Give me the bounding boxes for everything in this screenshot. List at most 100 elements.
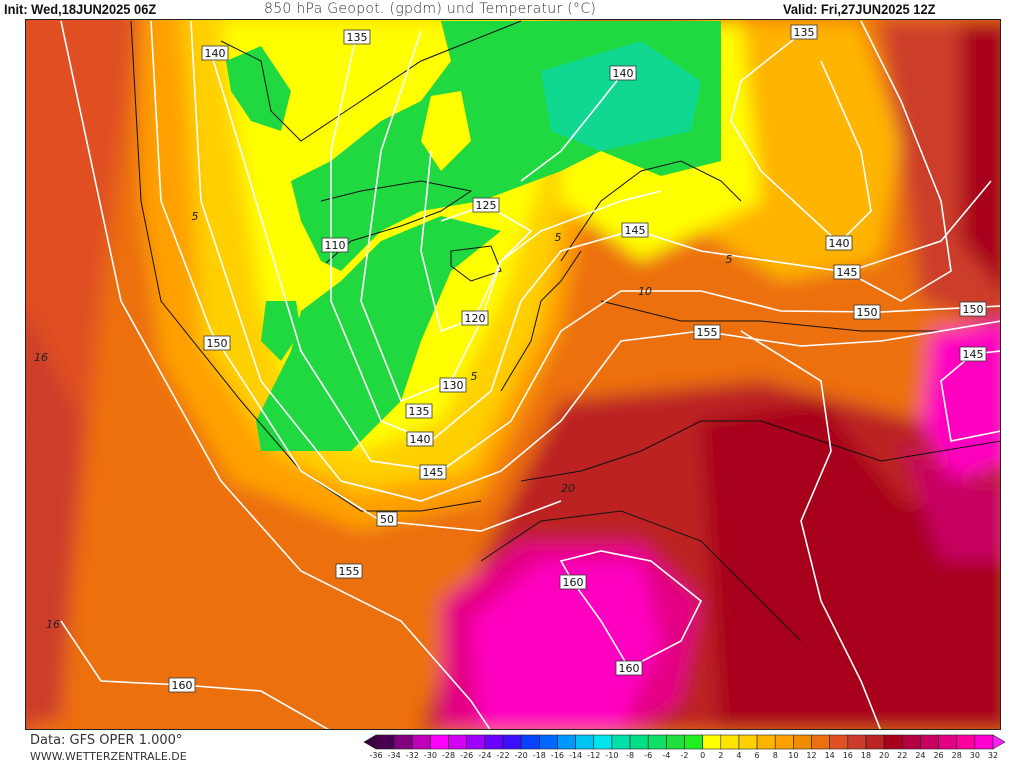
- contour-label: 135: [347, 31, 368, 44]
- isotherm-label: 10: [638, 285, 652, 298]
- colorbar-tick-label: 32: [987, 751, 999, 760]
- colorbar-swatch: [448, 734, 468, 750]
- isotherm-labels: 16 16 5 5 5 5 20 10: [34, 210, 733, 631]
- colorbar-tick-label: -10: [605, 751, 619, 760]
- contour-label: 150: [963, 303, 984, 316]
- contour-label: 145: [963, 348, 984, 361]
- colorbar-tick-label: -36: [369, 751, 383, 760]
- colorbar-swatch: [502, 734, 522, 750]
- contour-label: 135: [409, 405, 430, 418]
- colorbar-tick-label: 14: [824, 751, 835, 760]
- contour-label: 120: [465, 312, 486, 325]
- colorbar-swatch: [738, 734, 758, 750]
- contour-label: 155: [339, 565, 360, 578]
- colorbar-swatch: [411, 734, 431, 750]
- colorbar-swatch: [593, 734, 613, 750]
- chart-title: 850 hPa Geopot. (gpdm) und Temperatur (°…: [264, 1, 597, 17]
- contour-label: 140: [829, 237, 850, 250]
- colorbar-swatch: [484, 734, 504, 750]
- colorbar-swatch: [684, 734, 703, 750]
- colorbar-tick-label: 10: [788, 751, 799, 760]
- colorbar-tick-label: -34: [387, 751, 401, 760]
- colorbar-swatch: [811, 734, 830, 750]
- isotherm-label: 5: [471, 370, 478, 383]
- colorbar-swatch: [629, 734, 649, 750]
- isotherm-label: 16: [34, 351, 48, 364]
- contour-label: 145: [837, 266, 858, 279]
- isotherm-label: 20: [561, 482, 575, 495]
- geopotential-label-boxes: [168, 24, 987, 693]
- colorbar-swatch: [520, 734, 540, 750]
- contour-label: 135: [794, 26, 815, 39]
- contour-label: 160: [563, 576, 584, 589]
- colorbar-swatch: [393, 734, 413, 750]
- colorbar-swatch: [575, 734, 595, 750]
- colorbar-swatch: [793, 734, 812, 750]
- colorbar-swatch: [865, 734, 885, 750]
- colorbar-tick-label: -8: [626, 751, 635, 760]
- contour-label: 145: [625, 224, 646, 237]
- colorbar-tick-label: -12: [587, 751, 601, 760]
- colorbar-swatch: [901, 734, 921, 750]
- valid-time: Valid: Fri,27JUN2025 12Z: [783, 1, 936, 17]
- contour-label: 150: [207, 337, 228, 350]
- cold-air-region: [226, 21, 721, 451]
- colorbar-tick-label: 26: [933, 751, 944, 760]
- colorbar-tick-label: -2: [680, 751, 689, 760]
- colorbar-swatch: [829, 734, 849, 750]
- colorbar-swatch: [611, 734, 631, 750]
- colorbar-swatch: [883, 734, 903, 750]
- contour-label: 140: [410, 433, 431, 446]
- coastlines: [130, 20, 1000, 642]
- colorbar-tick-label: 2: [718, 751, 724, 760]
- colorbar-tick-label: -32: [405, 751, 419, 760]
- colorbar-tick-label: -20: [514, 751, 528, 760]
- colorbar-above-arrow: [992, 734, 1006, 750]
- colorbar-tick-label: -18: [532, 751, 546, 760]
- temperature-colorbar: [363, 734, 1006, 750]
- map-canvas: 140 135 140 135 125 110 145 140 145 150 …: [26, 20, 1000, 729]
- colorbar-swatch: [466, 734, 486, 750]
- geopotential-labels: 140 135 140 135 125 110 145 140 145 150 …: [172, 26, 984, 692]
- colorbar-tick-label: 24: [915, 751, 926, 760]
- contour-label: 155: [697, 326, 718, 339]
- contour-label: 150: [857, 306, 878, 319]
- contour-label: 160: [172, 679, 193, 692]
- colorbar-swatch: [847, 734, 867, 750]
- colorbar-tick-label: 12: [806, 751, 817, 760]
- colorbar-tick-label: -26: [460, 751, 474, 760]
- colorbar-tick-label: -6: [644, 751, 653, 760]
- colorbar-tick-label: -24: [478, 751, 492, 760]
- colorbar-tick-label: -4: [662, 751, 671, 760]
- colorbar-tick-label: -22: [496, 751, 510, 760]
- colorbar-tick-label: 6: [754, 751, 760, 760]
- colorbar-tick-label: 0: [700, 751, 706, 760]
- contour-label: 160: [619, 662, 640, 675]
- colorbar-swatch: [774, 734, 794, 750]
- colorbar-tick-label: 16: [842, 751, 853, 760]
- colorbar-tick-label: -16: [550, 751, 565, 760]
- colorbar-swatch: [557, 734, 576, 750]
- contour-label: 50: [380, 513, 394, 526]
- colorbar-swatch: [938, 734, 958, 750]
- colorbar-tick-label: -28: [442, 751, 456, 760]
- colorbar-swatch: [756, 734, 776, 750]
- colorbar-swatch: [666, 734, 685, 750]
- colorbar-swatch: [430, 734, 449, 750]
- colorbar-swatch: [702, 734, 722, 750]
- colorbar-swatch: [920, 734, 939, 750]
- isotherm-label: 5: [726, 253, 733, 266]
- colorbar-swatch: [539, 734, 558, 750]
- colorbar-tick-label: 4: [736, 751, 742, 760]
- weather-map: 140 135 140 135 125 110 145 140 145 150 …: [25, 19, 1001, 730]
- colorbar-swatch: [720, 734, 740, 750]
- contour-label: 140: [205, 47, 226, 60]
- data-source: Data: GFS OPER 1.000°: [30, 733, 183, 748]
- contour-label: 145: [423, 466, 444, 479]
- colorbar-tick-label: 20: [879, 751, 890, 760]
- colorbar-tick-label: 22: [897, 751, 908, 760]
- isotherm-label: 5: [555, 231, 562, 244]
- colorbar-swatch: [647, 734, 667, 750]
- colorbar-swatch: [974, 734, 994, 750]
- contour-label: 140: [613, 67, 634, 80]
